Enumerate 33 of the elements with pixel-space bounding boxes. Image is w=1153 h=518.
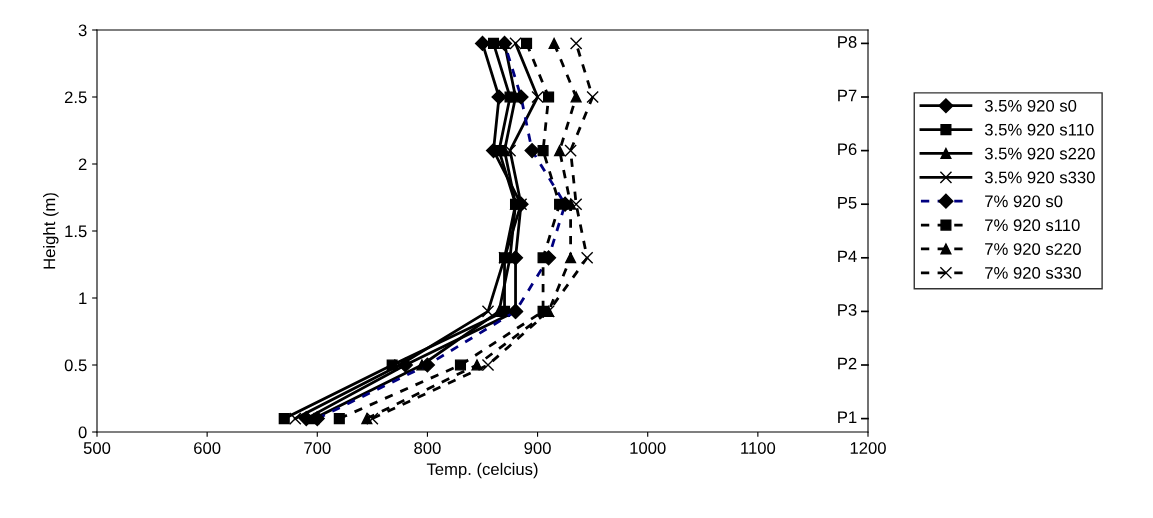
x-tick-label: 1200 <box>850 442 886 454</box>
y-tick-label: 2 <box>78 158 87 171</box>
x-tick-label: 1000 <box>630 442 666 454</box>
legend-label: 7% 920 s330 <box>985 267 1081 279</box>
annotation: P1 <box>838 411 857 423</box>
x-tick-label: 600 <box>194 442 221 454</box>
y-tick-label: 2.5 <box>64 91 87 104</box>
y-tick-label: 1 <box>79 292 87 305</box>
annotation: P6 <box>838 143 857 156</box>
x-tick-label: 700 <box>304 442 331 454</box>
y-tick-label: 1.5 <box>65 225 87 238</box>
annotation: P8 <box>838 36 857 48</box>
x-tick-label: 900 <box>524 442 551 454</box>
legend-label: 7% 920 s0 <box>985 195 1063 208</box>
x-tick-label: 800 <box>414 442 441 454</box>
annotation: P3 <box>838 304 857 316</box>
y-tick-label: 3 <box>78 24 87 37</box>
annotation: P7 <box>838 89 857 102</box>
y-axis-title: Height (m) <box>43 193 59 269</box>
legend-label: 7% 920 s220 <box>985 243 1081 255</box>
y-tick-label: 0.5 <box>64 359 87 372</box>
annotation: P5 <box>838 197 857 209</box>
x-tick-label: 1100 <box>741 442 776 454</box>
annotation: P4 <box>838 250 857 263</box>
annotation: P2 <box>838 357 857 370</box>
x-tick-label: 500 <box>83 442 111 454</box>
y-tick-label: 0 <box>78 426 87 439</box>
x-axis-title: Temp. (celcius) <box>426 462 538 479</box>
legend-label: 3.5% 920 s110 <box>984 123 1094 136</box>
legend-label: 3.5% 920 s330 <box>984 171 1095 184</box>
legend-label: 3.5% 920 s220 <box>984 147 1095 160</box>
legend-label: 3.5% 920 s0 <box>984 99 1077 112</box>
legend-label: 7% 920 s110 <box>985 219 1080 232</box>
